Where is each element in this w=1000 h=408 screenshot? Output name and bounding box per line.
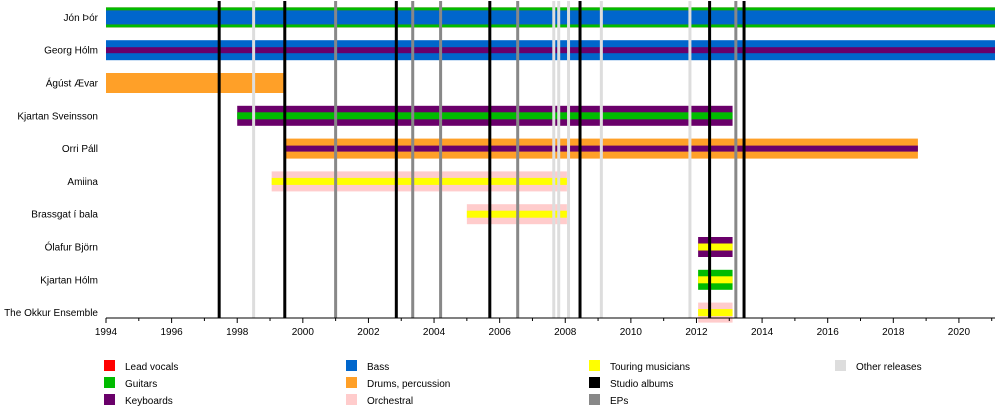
member-label: The Okkur Ensemble: [4, 308, 98, 319]
legend-swatch: [104, 360, 115, 371]
member-label: Amiina: [67, 177, 98, 188]
legend-label: Guitars: [125, 379, 157, 390]
x-tick-label: 2018: [882, 327, 905, 338]
x-tick-label: 2020: [948, 327, 971, 338]
member-label: Ólafur Björn: [45, 241, 98, 254]
ep-line: [734, 1, 738, 318]
studio-album-line: [578, 1, 582, 318]
legend-label: Studio albums: [610, 379, 673, 390]
legend-label: Orchestral: [367, 396, 413, 407]
other-release-line: [552, 1, 556, 318]
member-label: Ágúst Ævar: [46, 77, 99, 90]
x-tick-label: 2014: [751, 327, 774, 338]
other-release-line: [567, 1, 571, 318]
legend-swatch: [835, 360, 846, 371]
member-bar-stripe-bottom: [106, 24, 995, 28]
legend-label: Drums, percussion: [367, 379, 450, 390]
ep-line: [439, 1, 443, 318]
studio-album-line: [708, 1, 712, 318]
x-tick-label: 1998: [226, 327, 249, 338]
studio-album-line: [394, 1, 398, 318]
member-bar-inner-Kjartan Sveinsson: [237, 112, 733, 120]
legend-label: Keyboards: [125, 396, 173, 407]
legend-swatch: [589, 360, 600, 371]
legend-label: Touring musicians: [610, 362, 690, 373]
x-tick-label: 2000: [292, 327, 315, 338]
legend-label: Lead vocals: [125, 362, 178, 373]
legend-label: EPs: [610, 396, 628, 407]
legend-swatch: [104, 377, 115, 388]
other-release-line: [599, 1, 603, 318]
legend-swatch: [589, 377, 600, 388]
ep-line: [411, 1, 415, 318]
x-tick-label: 1994: [95, 327, 118, 338]
legend-swatch: [346, 377, 357, 388]
member-label: Georg Hólm: [44, 46, 98, 57]
x-tick-label: 1996: [160, 327, 183, 338]
member-label: Brassgat í bala: [31, 210, 98, 221]
x-tick-label: 2002: [357, 327, 380, 338]
member-label: Kjartan Hólm: [40, 275, 98, 286]
ep-line: [516, 1, 520, 318]
studio-album-line: [283, 1, 287, 318]
legend-swatch: [589, 394, 600, 405]
x-tick-label: 2010: [620, 327, 643, 338]
legend-label: Bass: [367, 362, 389, 373]
member-bar-inner-Georg Hólm: [106, 47, 995, 54]
member-bar-inner-Ólafur Björn: [698, 243, 733, 251]
member-bar-inner-Amiina: [271, 177, 567, 185]
ep-line: [334, 1, 338, 318]
studio-album-line: [217, 1, 221, 318]
member-bar-inner-Kjartan Hólm: [698, 276, 733, 284]
member-label: Orri Páll: [62, 144, 98, 155]
legend-swatch: [346, 394, 357, 405]
other-release-line: [252, 1, 256, 318]
member-label: Jón Þór: [64, 13, 99, 24]
member-bar-inner-The Okkur Ensemble: [698, 309, 733, 317]
legend-swatch: [346, 360, 357, 371]
member-bar-Ágúst Ævar: [106, 73, 285, 93]
studio-album-line: [488, 1, 492, 318]
legend-swatch: [104, 394, 115, 405]
x-tick-label: 2016: [817, 327, 840, 338]
member-bar-stripe-top: [106, 7, 995, 11]
member-label: Kjartan Sveinsson: [17, 111, 98, 122]
x-tick-label: 2006: [489, 327, 512, 338]
x-tick-label: 2012: [685, 327, 708, 338]
member-bar-center: [106, 10, 995, 25]
studio-album-line: [742, 1, 746, 318]
x-tick-label: 2008: [554, 327, 577, 338]
x-tick-label: 2004: [423, 327, 446, 338]
other-release-line: [688, 1, 692, 318]
legend-label: Other releases: [856, 362, 922, 373]
other-release-line: [557, 1, 561, 318]
